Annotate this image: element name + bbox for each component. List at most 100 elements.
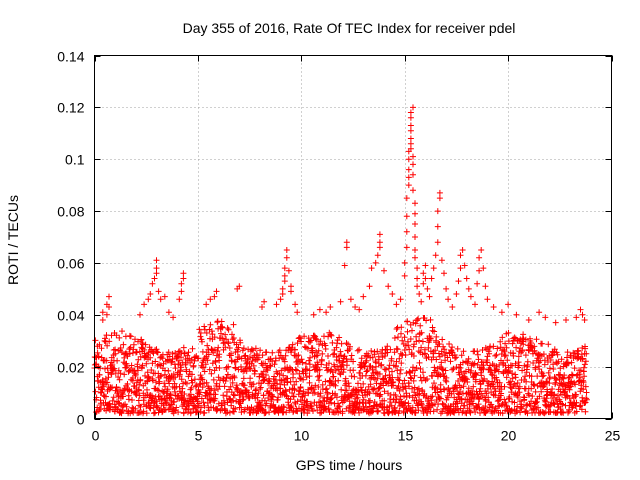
data-point xyxy=(492,367,499,374)
data-point xyxy=(431,380,437,387)
data-point xyxy=(488,371,495,378)
data-point xyxy=(442,367,449,374)
data-point xyxy=(444,354,451,361)
data-point xyxy=(145,296,152,303)
data-point xyxy=(273,301,280,308)
data-point xyxy=(348,373,355,380)
data-point xyxy=(480,362,487,369)
data-points xyxy=(91,104,590,417)
data-point xyxy=(304,366,310,373)
data-point xyxy=(137,353,144,360)
data-point xyxy=(108,371,115,378)
data-point xyxy=(228,350,235,357)
data-point xyxy=(526,347,533,354)
data-point xyxy=(293,367,300,374)
data-point xyxy=(306,367,313,374)
data-point xyxy=(391,349,398,356)
data-point xyxy=(430,265,437,272)
data-point xyxy=(509,340,516,347)
data-point xyxy=(449,304,456,310)
data-point xyxy=(472,409,479,415)
data-point xyxy=(467,409,474,416)
data-point xyxy=(410,153,416,160)
data-point xyxy=(393,301,400,308)
data-point xyxy=(230,391,237,398)
data-point xyxy=(552,319,559,326)
data-point xyxy=(577,306,584,313)
data-point xyxy=(457,405,464,412)
data-point xyxy=(384,343,391,350)
data-point xyxy=(515,353,522,360)
data-point xyxy=(389,368,395,375)
data-point xyxy=(324,391,331,397)
data-point xyxy=(339,410,346,417)
data-point xyxy=(279,285,286,292)
data-point xyxy=(504,357,511,364)
data-point xyxy=(406,383,412,390)
data-point xyxy=(553,377,560,384)
data-point xyxy=(272,404,279,411)
data-point xyxy=(471,392,478,399)
data-point xyxy=(582,343,588,350)
data-point xyxy=(280,403,287,410)
data-point xyxy=(300,376,307,383)
data-point xyxy=(546,365,553,372)
data-point xyxy=(303,374,310,381)
data-point xyxy=(417,365,424,372)
data-point xyxy=(109,397,116,404)
data-point xyxy=(426,335,433,341)
data-point xyxy=(445,394,451,401)
data-point xyxy=(219,335,226,342)
data-point xyxy=(547,402,554,409)
data-point xyxy=(94,349,101,356)
data-point xyxy=(490,381,497,387)
data-point xyxy=(207,321,214,328)
data-point xyxy=(271,373,278,380)
data-point xyxy=(511,334,518,341)
data-point xyxy=(318,361,325,368)
data-point xyxy=(206,366,213,373)
data-point xyxy=(368,265,375,272)
data-point xyxy=(403,213,410,220)
data-point xyxy=(210,376,217,383)
data-point xyxy=(503,374,510,381)
data-point xyxy=(402,385,409,392)
data-point xyxy=(470,396,477,402)
data-point xyxy=(282,352,289,359)
data-point xyxy=(113,384,120,390)
data-point xyxy=(183,380,190,387)
data-point xyxy=(222,378,229,384)
data-point xyxy=(413,365,420,371)
data-point xyxy=(474,351,481,358)
data-point xyxy=(227,383,234,390)
data-point xyxy=(254,394,261,401)
data-point xyxy=(203,330,210,336)
data-point xyxy=(283,409,290,416)
data-point xyxy=(181,391,188,397)
data-point xyxy=(190,362,197,369)
data-point xyxy=(422,275,429,282)
data-point xyxy=(226,345,233,351)
data-point xyxy=(189,371,195,378)
data-point xyxy=(427,335,434,342)
data-point xyxy=(317,338,324,345)
data-point xyxy=(336,403,343,410)
data-point xyxy=(169,350,176,357)
data-point xyxy=(420,270,427,277)
data-point xyxy=(509,362,516,369)
data-point xyxy=(414,275,421,282)
data-point xyxy=(513,311,520,318)
data-point xyxy=(360,380,367,387)
data-point xyxy=(415,315,422,322)
data-point xyxy=(402,352,409,358)
data-point xyxy=(376,371,383,377)
data-point xyxy=(581,317,588,323)
data-point xyxy=(196,326,203,333)
data-point xyxy=(294,309,301,316)
data-point xyxy=(316,398,322,405)
data-point xyxy=(220,392,227,399)
data-point xyxy=(344,358,351,365)
data-point xyxy=(369,364,376,371)
data-point xyxy=(283,247,290,253)
data-point xyxy=(432,347,439,354)
